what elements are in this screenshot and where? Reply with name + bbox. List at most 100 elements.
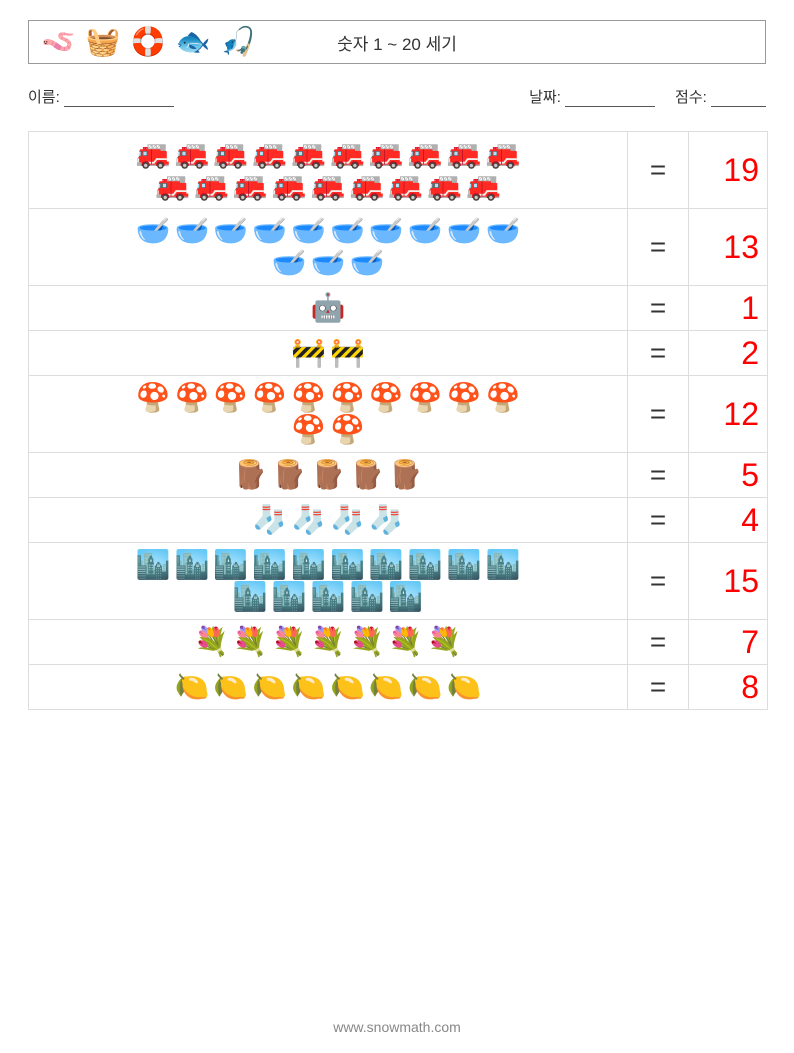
count-item-icon: 🧦 — [369, 506, 404, 534]
item-line: 🚒🚒🚒🚒🚒🚒🚒🚒🚒 — [155, 172, 501, 200]
table-row: 🍋🍋🍋🍋🍋🍋🍋🍋 =8 — [29, 665, 767, 709]
count-item-icon: 🚧 — [330, 339, 365, 367]
answer-cell[interactable]: 7 — [689, 620, 767, 664]
answer-cell[interactable]: 4 — [689, 498, 767, 542]
header-icon-0: 🪱 — [41, 28, 76, 56]
count-item-icon: 🧦 — [252, 506, 287, 534]
count-item-icon: 🍄 — [447, 384, 482, 412]
item-line: 🍄🍄🍄🍄🍄🍄🍄🍄🍄🍄 — [136, 384, 521, 412]
count-item-icon: 🍋 — [213, 673, 248, 701]
name-field: 이름: — [28, 86, 529, 107]
answer-cell[interactable]: 19 — [689, 132, 767, 208]
count-item-icon: 🚒 — [330, 140, 365, 168]
name-blank[interactable] — [64, 92, 174, 107]
count-item-icon: 🍄 — [136, 384, 171, 412]
items-cell: 🪵🪵🪵🪵🪵 — [29, 453, 628, 497]
equals-cell: = — [628, 132, 689, 208]
count-item-icon: 🍋 — [252, 673, 287, 701]
count-item-icon: 🥣 — [447, 217, 482, 245]
count-item-icon: 🚒 — [213, 140, 248, 168]
score-label: 점수: — [675, 89, 707, 106]
count-item-icon: 🏙️ — [349, 583, 384, 611]
count-item-icon: 🏙️ — [369, 551, 404, 579]
count-item-icon: 🍄 — [486, 384, 521, 412]
items-cell: 🚒🚒🚒🚒🚒🚒🚒🚒🚒🚒🚒🚒🚒🚒🚒🚒🚒🚒🚒 — [29, 132, 628, 208]
count-item-icon: 🚒 — [291, 140, 326, 168]
header-icons: 🪱🧺🛟🐟🎣 — [41, 28, 255, 56]
footer: www.snowmath.com — [0, 1019, 794, 1035]
count-item-icon: 🏙️ — [330, 551, 365, 579]
equals-cell: = — [628, 453, 689, 497]
items-cell: 💐💐💐💐💐💐💐 — [29, 620, 628, 664]
items-cell: 🍋🍋🍋🍋🍋🍋🍋🍋 — [29, 665, 628, 709]
count-item-icon: 🥣 — [272, 249, 307, 277]
count-item-icon: 🚒 — [311, 172, 346, 200]
answer-cell[interactable]: 5 — [689, 453, 767, 497]
count-item-icon: 🏙️ — [408, 551, 443, 579]
count-item-icon: 🍄 — [408, 384, 443, 412]
count-item-icon: 🏙️ — [291, 551, 326, 579]
items-cell: 🚧🚧 — [29, 331, 628, 375]
count-item-icon: 🚒 — [136, 140, 171, 168]
count-item-icon: 🍋 — [291, 673, 326, 701]
count-item-icon: 🚒 — [175, 140, 210, 168]
count-item-icon: 💐 — [194, 628, 229, 656]
count-item-icon: 🥣 — [252, 217, 287, 245]
item-line: 🚒🚒🚒🚒🚒🚒🚒🚒🚒🚒 — [136, 140, 521, 168]
count-item-icon: 🍄 — [291, 416, 326, 444]
score-blank[interactable] — [711, 92, 766, 107]
count-item-icon: 🥣 — [369, 217, 404, 245]
equals-cell: = — [628, 376, 689, 452]
count-item-icon: 🪵 — [233, 461, 268, 489]
item-line: 💐💐💐💐💐💐💐 — [194, 628, 462, 656]
worksheet-table: 🚒🚒🚒🚒🚒🚒🚒🚒🚒🚒🚒🚒🚒🚒🚒🚒🚒🚒🚒=19🥣🥣🥣🥣🥣🥣🥣🥣🥣🥣🥣🥣🥣=13🤖=… — [28, 131, 768, 710]
items-cell: 🥣🥣🥣🥣🥣🥣🥣🥣🥣🥣🥣🥣🥣 — [29, 209, 628, 285]
table-row: 🚒🚒🚒🚒🚒🚒🚒🚒🚒🚒🚒🚒🚒🚒🚒🚒🚒🚒🚒=19 — [29, 132, 767, 209]
count-item-icon: 🥣 — [408, 217, 443, 245]
count-item-icon: 🏙️ — [311, 583, 346, 611]
header-icon-3: 🐟 — [176, 28, 211, 56]
item-line: 🥣🥣🥣🥣🥣🥣🥣🥣🥣🥣 — [136, 217, 521, 245]
count-item-icon: 🚒 — [369, 140, 404, 168]
date-label: 날짜: — [529, 89, 561, 106]
equals-cell: = — [628, 543, 689, 619]
item-line: 🪵🪵🪵🪵🪵 — [233, 461, 423, 489]
count-item-icon: 🚒 — [486, 140, 521, 168]
count-item-icon: 🍄 — [175, 384, 210, 412]
count-item-icon: 🤖 — [311, 294, 346, 322]
count-item-icon: 🚒 — [233, 172, 268, 200]
count-item-icon: 🍄 — [213, 384, 248, 412]
footer-text: www.snowmath.com — [333, 1019, 461, 1035]
count-item-icon: 🏙️ — [136, 551, 171, 579]
answer-cell[interactable]: 8 — [689, 665, 767, 709]
count-item-icon: 🏙️ — [233, 583, 268, 611]
answer-cell[interactable]: 2 — [689, 331, 767, 375]
count-item-icon: 🏙️ — [388, 583, 423, 611]
equals-cell: = — [628, 665, 689, 709]
count-item-icon: 🍋 — [369, 673, 404, 701]
count-item-icon: 🪵 — [311, 461, 346, 489]
info-row: 이름: 날짜: 점수: — [28, 86, 766, 107]
header-icon-2: 🛟 — [131, 28, 166, 56]
answer-cell[interactable]: 13 — [689, 209, 767, 285]
item-line: 🍄🍄 — [291, 416, 365, 444]
count-item-icon: 🍋 — [447, 673, 482, 701]
score-field: 점수: — [675, 86, 766, 107]
items-cell: 🧦🧦🧦🧦 — [29, 498, 628, 542]
item-line: 🍋🍋🍋🍋🍋🍋🍋🍋 — [175, 673, 482, 701]
count-item-icon: 🍄 — [330, 384, 365, 412]
item-line: 🚧🚧 — [291, 339, 365, 367]
count-item-icon: 🏙️ — [175, 551, 210, 579]
answer-cell[interactable]: 12 — [689, 376, 767, 452]
count-item-icon: 🚒 — [408, 140, 443, 168]
table-row: 💐💐💐💐💐💐💐=7 — [29, 620, 767, 665]
answer-cell[interactable]: 15 — [689, 543, 767, 619]
count-item-icon: 🧦 — [330, 506, 365, 534]
count-item-icon: 🥣 — [213, 217, 248, 245]
count-item-icon: 🚒 — [427, 172, 462, 200]
answer-cell[interactable]: 1 — [689, 286, 767, 330]
table-row: 🤖=1 — [29, 286, 767, 331]
count-item-icon: 🍋 — [330, 673, 365, 701]
count-item-icon: 🥣 — [330, 217, 365, 245]
date-blank[interactable] — [565, 92, 655, 107]
